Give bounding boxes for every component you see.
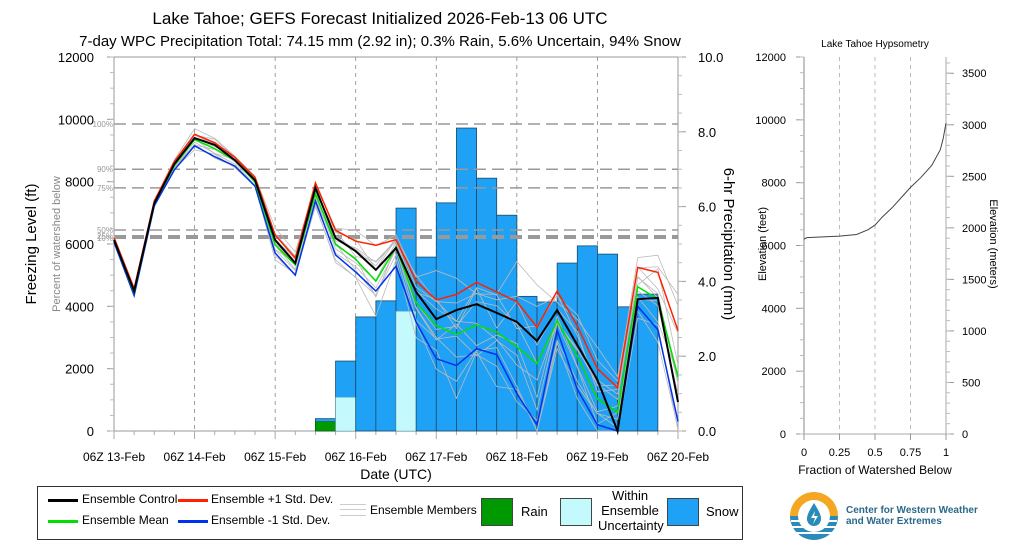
hyps-x-axis-label: Fraction of Watershed Below: [798, 463, 952, 477]
hyps-y-right-tick-label: 1000: [962, 326, 986, 338]
hyps-y-right-tick-label: 3000: [962, 120, 986, 132]
series-line-ensemble-1-std-dev-: [113, 133, 679, 390]
snow-bar: [355, 316, 377, 432]
hyps-x-tick-label: 0.75: [900, 447, 921, 459]
hyps-y-left-tick-label: 0: [780, 429, 786, 441]
percentile-label: 10%: [97, 234, 113, 243]
hyps-y-left-tick-label: 6000: [762, 241, 786, 253]
y-left-axis-label: Freezing Level (ft): [23, 184, 40, 305]
x-tick-label: 06Z 14-Feb: [164, 450, 226, 464]
x-axis-label: Date (UTC): [360, 466, 432, 482]
hyps-y-right-tick-label: 2500: [962, 171, 986, 183]
y-left-tick-label: 8000: [65, 175, 94, 190]
hyps-x-tick-label: 1: [943, 447, 949, 459]
x-tick-label: 06Z 13-Feb: [83, 450, 145, 464]
legend-snow-swatch: [667, 498, 699, 526]
hyps-y-left-tick-label: 2000: [762, 366, 786, 378]
hyps-x-tick-label: 0.25: [829, 447, 850, 459]
hyps-x-tick-label: 0.5: [867, 447, 882, 459]
x-tick-label: 06Z 16-Feb: [325, 450, 387, 464]
x-tick-label: 06Z 17-Feb: [405, 450, 467, 464]
legend-uncertain-label-2: Ensemble: [601, 503, 659, 518]
legend-plus-label: Ensemble +1 Std. Dev.: [211, 492, 334, 506]
hyps-y-left-tick-label: 12000: [755, 52, 786, 64]
hyps-y-right-tick-label: 2000: [962, 223, 986, 235]
snow-bar: [375, 300, 397, 432]
x-tick-label: 06Z 15-Feb: [244, 450, 306, 464]
y-right-tick-label: 4.0: [698, 274, 716, 289]
logo-line-1: Center for Western Weather: [846, 505, 978, 516]
legend-mean-swatch: [48, 520, 78, 523]
x-tick-label: 06Z 19-Feb: [566, 450, 628, 464]
hyps-y-right-tick-label: 3500: [962, 68, 986, 80]
legend: Ensemble Control Ensemble Mean Ensemble …: [37, 486, 743, 540]
legend-uncertain-label-1: Within: [611, 488, 649, 503]
hyps-y-left-axis-label: Elevation (feet): [757, 207, 769, 281]
chart-subtitle: 7-day WPC Precipitation Total: 74.15 mm …: [79, 33, 681, 50]
uncertain-bar: [395, 311, 417, 432]
logo-line-2: and Water Extremes: [846, 516, 942, 527]
legend-uncertain-swatch: [560, 498, 592, 526]
y-left-tick-label: 6000: [65, 237, 94, 252]
chart-title: Lake Tahoe; GEFS Forecast Initialized 20…: [152, 9, 608, 28]
percentile-label: 50%: [97, 226, 113, 235]
legend-members-label: Ensemble Members: [370, 503, 477, 517]
cw3e-logo-text: Center for Western Weather and Water Ext…: [846, 505, 978, 527]
hyps-y-right-tick-label: 1500: [962, 274, 986, 286]
hyps-curve: [803, 122, 947, 240]
hyps-x-tick-label: 0: [801, 447, 807, 459]
legend-control-label: Ensemble Control: [82, 492, 178, 506]
y-left-tick-label: 0: [87, 424, 94, 439]
legend-members-swatch: [340, 504, 366, 516]
rain-bar: [315, 421, 336, 432]
ensemble-member-line: [113, 128, 679, 378]
percentile-label: 25%: [97, 232, 113, 241]
x-tick-label: 06Z 20-Feb: [647, 450, 709, 464]
legend-minus-label: Ensemble -1 Std. Dev.: [211, 513, 331, 527]
y-right-tick-label: 6.0: [698, 200, 716, 215]
y-right-tick-label: 2.0: [698, 349, 716, 364]
legend-mean-label: Ensemble Mean: [82, 513, 169, 527]
uncertain-bar: [335, 397, 356, 432]
percentile-label: 90%: [97, 165, 113, 174]
y-right-axis-label: 6-hr Precipitation (mm): [720, 168, 737, 321]
hyps-y-left-tick-label: 8000: [762, 178, 786, 190]
legend-snow-label: Snow: [706, 504, 739, 519]
hyps-y-right-tick-label: 0: [962, 429, 968, 441]
y-left-tick-label: 4000: [65, 299, 94, 314]
ensemble-member-line: [113, 138, 679, 413]
series-line-ensemble-1-std-dev-: [113, 144, 679, 432]
legend-rain-swatch: [481, 498, 513, 526]
legend-minus-swatch: [178, 520, 208, 523]
y-left-secondary-label: Percent of watershed below: [51, 176, 63, 312]
series-line-ensemble-control: [113, 136, 679, 435]
hyps-y-left-tick-label: 4000: [762, 303, 786, 315]
legend-uncertain-label-3: Uncertainty: [598, 518, 664, 533]
y-left-tick-label: 12000: [58, 50, 94, 65]
y-right-tick-label: 8.0: [698, 125, 716, 140]
x-tick-label: 06Z 18-Feb: [486, 450, 548, 464]
hyps-y-right-axis-label: Elevation (meters): [987, 199, 999, 288]
percentile-label: 100%: [93, 120, 113, 129]
snow-bar: [637, 293, 659, 432]
legend-control-swatch: [48, 499, 78, 502]
snow-bar: [456, 127, 477, 432]
ensemble-member-line: [113, 134, 679, 382]
y-right-tick-label: 10.0: [698, 50, 723, 65]
percentile-label: 75%: [97, 184, 113, 193]
cw3e-logo-icon: [790, 492, 838, 540]
hyps-y-left-tick-label: 10000: [755, 115, 786, 127]
y-left-tick-label: 2000: [65, 362, 94, 377]
hyps-y-right-tick-label: 500: [962, 377, 980, 389]
y-right-tick-label: 0.0: [698, 424, 716, 439]
legend-plus-swatch: [178, 499, 208, 502]
hyps-title: Lake Tahoe Hypsometry: [821, 39, 929, 50]
y-left-tick-label: 10000: [58, 112, 94, 127]
legend-rain-label: Rain: [521, 504, 548, 519]
